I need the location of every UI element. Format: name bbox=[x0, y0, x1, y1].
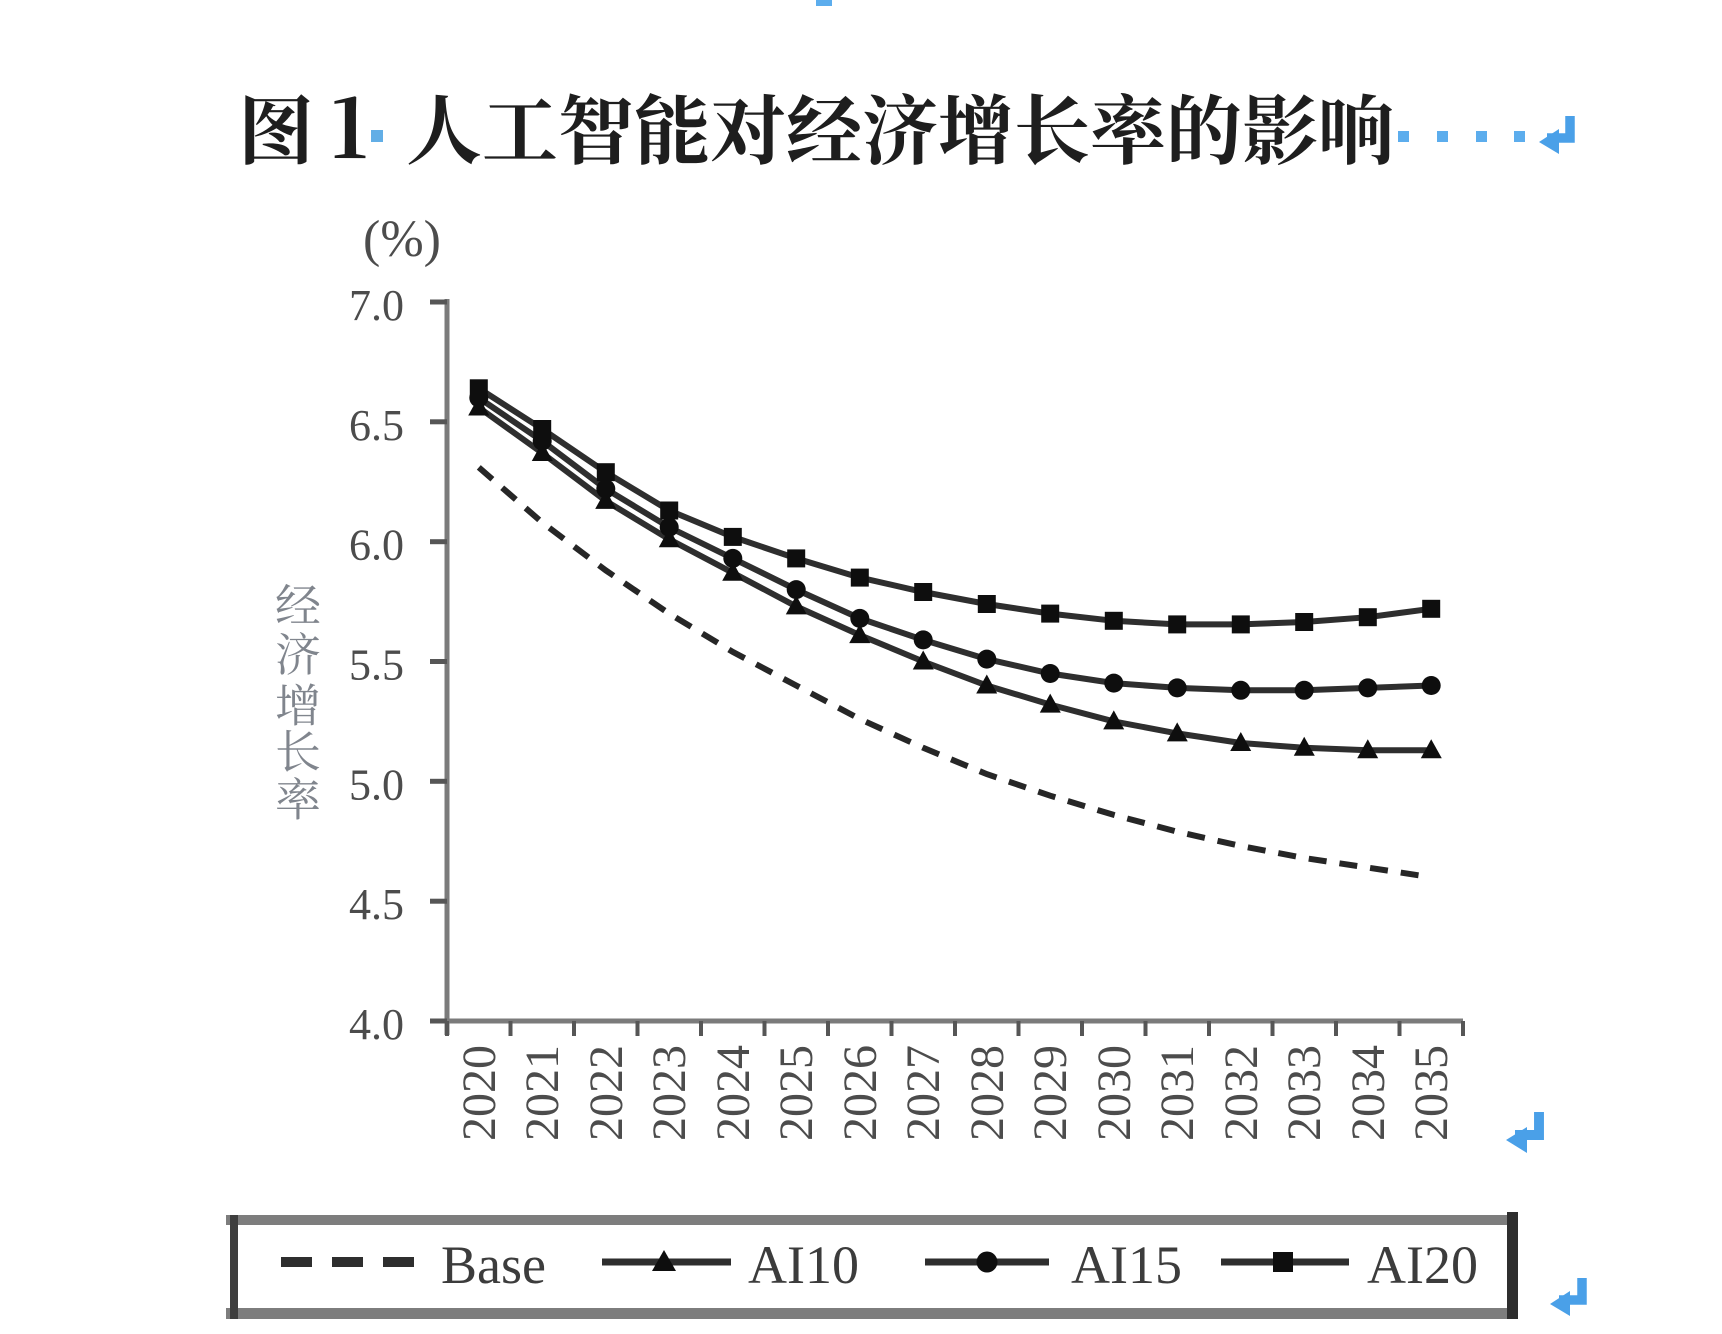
svg-text:2023: 2023 bbox=[643, 1045, 696, 1141]
svg-text:6.5: 6.5 bbox=[349, 401, 404, 450]
svg-text:4.0: 4.0 bbox=[349, 1000, 404, 1049]
svg-text:2022: 2022 bbox=[580, 1045, 633, 1141]
svg-text:2021: 2021 bbox=[516, 1045, 569, 1141]
svg-text:2024: 2024 bbox=[707, 1045, 760, 1141]
svg-text:5.0: 5.0 bbox=[349, 760, 404, 809]
svg-text:2028: 2028 bbox=[961, 1045, 1014, 1141]
svg-text:2034: 2034 bbox=[1342, 1045, 1395, 1141]
svg-text:(%): (%) bbox=[363, 211, 441, 268]
svg-text:AI15: AI15 bbox=[1071, 1235, 1182, 1295]
svg-text:2031: 2031 bbox=[1151, 1045, 1204, 1141]
svg-text:7.0: 7.0 bbox=[349, 281, 404, 330]
svg-text:4.5: 4.5 bbox=[349, 880, 404, 929]
svg-text:2025: 2025 bbox=[770, 1045, 823, 1141]
svg-text:2020: 2020 bbox=[453, 1045, 506, 1141]
svg-text:2035: 2035 bbox=[1405, 1045, 1458, 1141]
svg-text:2029: 2029 bbox=[1024, 1045, 1077, 1141]
svg-text:AI20: AI20 bbox=[1367, 1235, 1478, 1295]
svg-text:6.0: 6.0 bbox=[349, 521, 404, 570]
svg-text:2033: 2033 bbox=[1278, 1045, 1331, 1141]
svg-text:2032: 2032 bbox=[1215, 1045, 1268, 1141]
svg-text:5.5: 5.5 bbox=[349, 641, 404, 690]
svg-text:AI10: AI10 bbox=[748, 1235, 859, 1295]
svg-text:2030: 2030 bbox=[1088, 1045, 1141, 1141]
svg-text:2026: 2026 bbox=[834, 1045, 887, 1141]
svg-text:2027: 2027 bbox=[897, 1045, 950, 1141]
svg-text:Base: Base bbox=[441, 1235, 546, 1295]
